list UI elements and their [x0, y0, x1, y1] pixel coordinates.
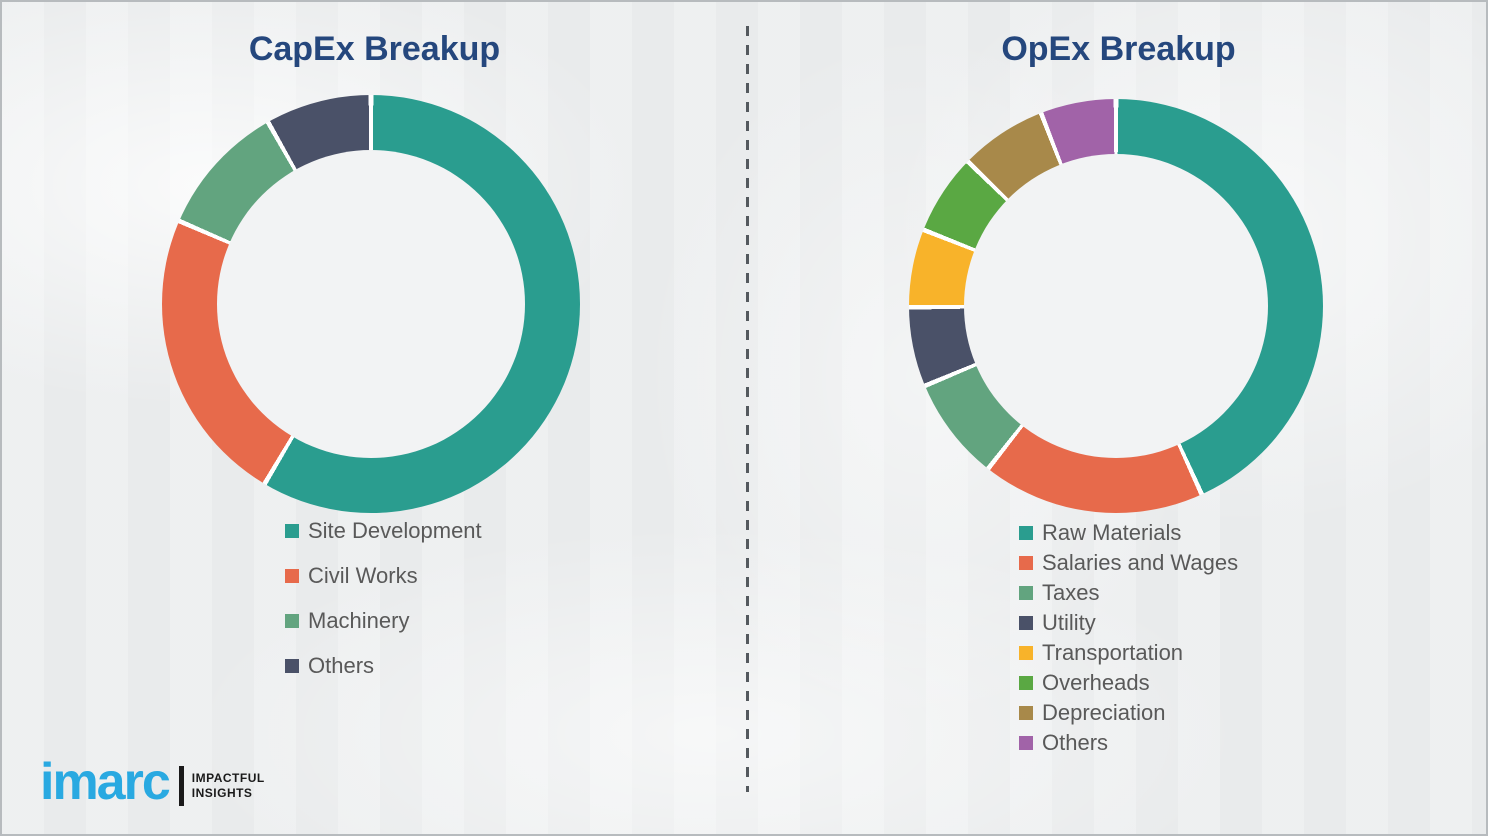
legend-label: Machinery: [308, 607, 410, 633]
legend-swatch: [1019, 705, 1033, 720]
legend-swatch: [1019, 675, 1033, 690]
vertical-dashed-divider: [746, 26, 749, 792]
opex-legend: Raw Materials Salaries and Wages Taxes Util…: [1019, 520, 1238, 760]
legend-item: Raw Materials: [1019, 520, 1238, 545]
capex-donut-chart: [162, 95, 580, 513]
legend-swatch: [285, 523, 299, 538]
legend-swatch: [1019, 585, 1033, 600]
legend-item: Transportation: [1019, 640, 1238, 665]
imarc-logo-divider-bar: [178, 765, 184, 806]
legend-label: Civil Works: [308, 562, 418, 588]
legend-label: Site Development: [308, 517, 482, 543]
legend-label: Others: [1042, 729, 1109, 755]
legend-label: Salaries and Wages: [1042, 549, 1239, 575]
legend-swatch: [285, 658, 299, 673]
capex-panel: CapEx Breakup Site Development Civil Work…: [2, 2, 747, 834]
legend-swatch: [1019, 555, 1033, 570]
legend-item: Civil Works: [285, 563, 482, 588]
legend-item: Machinery: [285, 608, 482, 633]
legend-item: Overheads: [1019, 670, 1238, 695]
opex-chart-title: OpEx Breakup: [1001, 30, 1236, 68]
legend-item: Depreciation: [1019, 700, 1238, 725]
legend-label: Raw Materials: [1042, 519, 1182, 545]
legend-item: Utility: [1019, 610, 1238, 635]
capex-donut-hole: [217, 150, 525, 458]
legend-label: Utility: [1042, 609, 1096, 635]
legend-swatch: [285, 613, 299, 628]
legend-swatch: [1019, 615, 1033, 630]
imarc-logo: imarc IMPACTFUL INSIGHTS: [40, 753, 265, 812]
imarc-tagline-line2: INSIGHTS: [191, 785, 253, 800]
opex-donut-chart: [909, 99, 1323, 513]
legend-item: Others: [285, 653, 482, 678]
legend-item: Site Development: [285, 518, 482, 543]
legend-label: Others: [308, 652, 375, 678]
opex-donut-hole: [964, 154, 1268, 458]
legend-item: Taxes: [1019, 580, 1238, 605]
legend-label: Depreciation: [1042, 699, 1166, 725]
legend-item: Salaries and Wages: [1019, 550, 1238, 575]
imarc-tagline-line1: IMPACTFUL: [191, 770, 265, 785]
legend-swatch: [1019, 645, 1033, 660]
legend-swatch: [1019, 735, 1033, 750]
capex-legend: Site Development Civil Works Machinery Othe…: [285, 518, 482, 698]
opex-panel: OpEx Breakup Raw Materials Salaries and W…: [747, 2, 1488, 834]
imarc-logo-wordmark: imarc: [40, 753, 171, 812]
legend-label: Transportation: [1042, 639, 1184, 665]
capex-chart-title: CapEx Breakup: [248, 30, 501, 68]
legend-swatch: [285, 568, 299, 583]
legend-label: Overheads: [1042, 669, 1150, 695]
legend-label: Taxes: [1042, 579, 1100, 605]
legend-swatch: [1019, 525, 1033, 540]
legend-item: Others: [1019, 730, 1238, 755]
imarc-logo-tagline: IMPACTFUL INSIGHTS: [192, 771, 265, 801]
